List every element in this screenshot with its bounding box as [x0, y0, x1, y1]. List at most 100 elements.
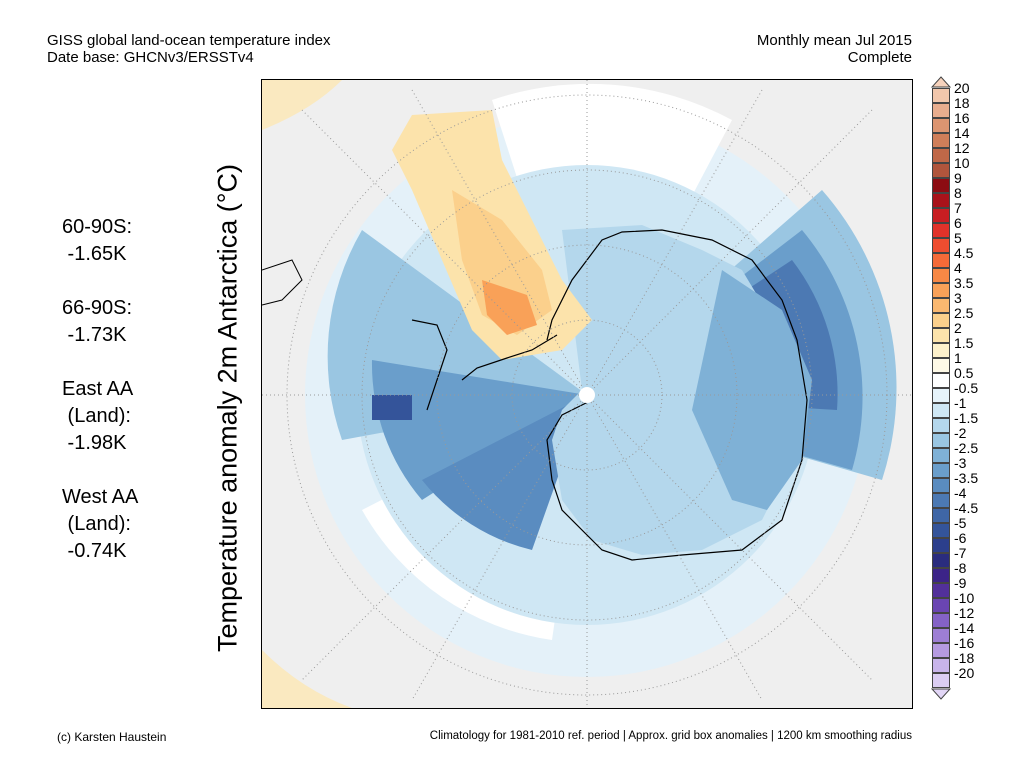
index-title: GISS global land-ocean temperature index	[47, 32, 331, 49]
stat-label: 66-90S:	[62, 297, 133, 319]
colorbar-label: 4.5	[954, 245, 974, 261]
stat-66-90s: 66-90S: -1.73K	[62, 295, 138, 349]
colorbar-swatch	[932, 103, 950, 118]
colorbar-label: 1	[954, 350, 962, 366]
colorbar-swatch	[932, 268, 950, 283]
colorbar-swatch	[932, 178, 950, 193]
colorbar-swatch	[932, 553, 950, 568]
colorbar-label: 7	[954, 200, 962, 216]
south-anomaly	[422, 395, 587, 550]
colorbar-swatch	[932, 358, 950, 373]
region-stats: 60-90S: -1.65K 66-90S: -1.73K East AA (L…	[62, 214, 138, 592]
colorbar-swatch	[932, 673, 950, 688]
colorbar-swatch	[932, 118, 950, 133]
colorbar-swatch	[932, 223, 950, 238]
colorbar-label: 0.5	[954, 365, 974, 381]
colorbar-label: 5	[954, 230, 962, 246]
colorbar-swatch	[932, 583, 950, 598]
period-label: Monthly mean Jul 2015	[756, 32, 912, 49]
stat-60-90s: 60-90S: -1.65K	[62, 214, 138, 268]
colorbar-swatch	[932, 643, 950, 658]
colorbar-label: -0.5	[954, 380, 979, 396]
colorbar-swatch	[932, 658, 950, 673]
colorbar-label: 2	[954, 320, 962, 336]
colorbar-label: -9	[954, 575, 967, 591]
colorbar-label: 6	[954, 215, 962, 231]
colorbar-label: -3	[954, 455, 967, 471]
peninsula-coastline	[461, 334, 558, 381]
colorbar-label: 9	[954, 170, 962, 186]
credit: (c) Karsten Haustein	[57, 730, 167, 744]
colorbar-swatch	[932, 373, 950, 388]
antarctica-coastline	[546, 229, 808, 561]
colorbar-label: 14	[954, 125, 970, 141]
stat-value: -1.98K	[62, 432, 127, 454]
colorbar-swatch	[932, 508, 950, 523]
colorbar-swatch	[932, 463, 950, 478]
colorbar-label: -20	[954, 665, 975, 681]
colorbar-label: -10	[954, 590, 975, 606]
header-right: Monthly mean Jul 2015 Complete	[757, 32, 912, 66]
colorbar-label: -1.5	[954, 410, 979, 426]
method-note: Climatology for 1981-2010 ref. period | …	[429, 730, 912, 742]
colorbar-label: 12	[954, 140, 970, 156]
stat-label: West AA	[62, 486, 139, 508]
peninsula-coastline	[411, 319, 448, 411]
stat-value: -1.65K	[62, 243, 127, 265]
colorbar-label: 8	[954, 185, 962, 201]
colorbar-label: 20	[954, 80, 970, 96]
colorbar-label: -6	[954, 530, 967, 546]
colorbar-label: -2.5	[954, 440, 979, 456]
colorbar-swatch	[932, 148, 950, 163]
colorbar-bottom-arrow	[931, 688, 951, 700]
colorbar-label: -18	[954, 650, 975, 666]
colorbar-swatch	[932, 613, 950, 628]
colorbar-label: -12	[954, 605, 975, 621]
colorbar-label: -1	[954, 395, 967, 411]
colorbar-swatch	[932, 388, 950, 403]
stat-label: (Land):	[62, 405, 131, 427]
colorbar-label: -5	[954, 515, 967, 531]
colorbar-swatch	[932, 418, 950, 433]
stat-label: 60-90S:	[62, 216, 133, 238]
colorbar-swatch	[932, 598, 950, 613]
y-axis-label: Temperature anomaly 2m Antarctica (°C)	[212, 164, 243, 652]
west-anomaly-strong	[372, 395, 412, 420]
colorbar-label: -14	[954, 620, 975, 636]
colorbar-label: -8	[954, 560, 967, 576]
colorbar-label: 1.5	[954, 335, 974, 351]
colorbar-swatch	[932, 298, 950, 313]
colorbar-label: -3.5	[954, 470, 979, 486]
colorbar-swatch	[932, 568, 950, 583]
stat-label: East AA	[62, 378, 134, 400]
colorbar-label: -4.5	[954, 500, 979, 516]
colorbar-swatch	[932, 493, 950, 508]
colorbar-label: 2.5	[954, 305, 974, 321]
colorbar-swatch	[932, 523, 950, 538]
completeness-label: Complete	[847, 49, 912, 66]
colorbar-swatch	[932, 478, 950, 493]
colorbar-label: 3	[954, 290, 962, 306]
colorbar-swatch	[932, 343, 950, 358]
colorbar-swatch	[932, 253, 950, 268]
colorbar-swatch	[932, 208, 950, 223]
colorbar-swatch	[932, 433, 950, 448]
colorbar-label: 3.5	[954, 275, 974, 291]
colorbar-swatch	[932, 403, 950, 418]
west-anomaly	[371, 360, 587, 500]
antarctica-map	[261, 79, 913, 709]
colorbar-swatch	[932, 163, 950, 178]
data-base-label: Date base: GHCNv3/ERSSTv4	[47, 49, 254, 66]
colorbar-swatch	[932, 133, 950, 148]
warm-anomaly-core	[482, 280, 537, 335]
colorbar-swatch	[932, 628, 950, 643]
south-pole-marker	[579, 387, 595, 403]
colorbar-swatch	[932, 238, 950, 253]
stat-value: -0.74K	[62, 540, 127, 562]
colorbar-label: -16	[954, 635, 975, 651]
corner-warm-patch	[262, 650, 352, 708]
colorbar-label: 10	[954, 155, 970, 171]
colorbar-swatch	[932, 328, 950, 343]
colorbar-label: 16	[954, 110, 970, 126]
colorbar-swatch	[932, 313, 950, 328]
